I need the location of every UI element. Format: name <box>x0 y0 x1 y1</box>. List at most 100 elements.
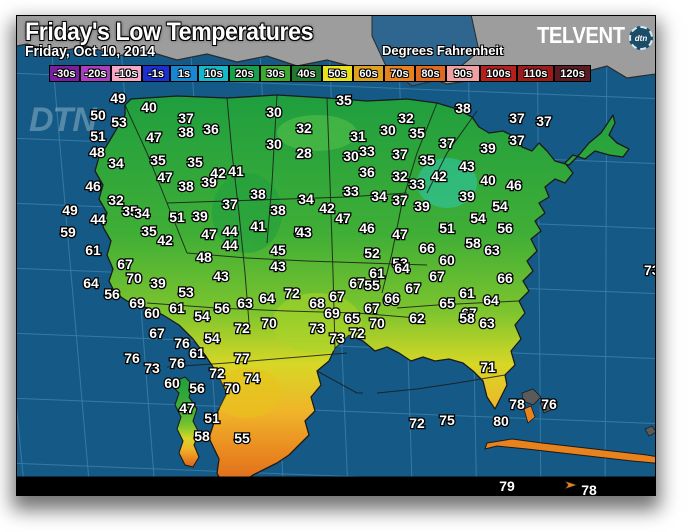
svg-text:66: 66 <box>419 240 435 256</box>
svg-text:60: 60 <box>144 305 160 321</box>
svg-text:64: 64 <box>259 290 275 306</box>
svg-text:77: 77 <box>234 350 250 366</box>
svg-text:35: 35 <box>187 154 203 170</box>
svg-text:80: 80 <box>493 413 509 429</box>
svg-text:61: 61 <box>85 242 101 258</box>
svg-text:73: 73 <box>309 320 325 336</box>
svg-text:34: 34 <box>134 205 150 221</box>
svg-text:69: 69 <box>129 295 145 311</box>
svg-text:63: 63 <box>237 295 253 311</box>
svg-text:47: 47 <box>392 226 408 242</box>
svg-text:67: 67 <box>149 325 165 341</box>
svg-text:53: 53 <box>178 284 194 300</box>
svg-text:35: 35 <box>336 92 352 108</box>
svg-text:53: 53 <box>111 114 127 130</box>
svg-text:43: 43 <box>213 268 229 284</box>
svg-text:58: 58 <box>194 428 210 444</box>
svg-text:39: 39 <box>192 208 208 224</box>
svg-text:39: 39 <box>150 275 166 291</box>
svg-text:56: 56 <box>189 380 205 396</box>
svg-text:39: 39 <box>480 140 496 156</box>
svg-text:75: 75 <box>439 412 455 428</box>
svg-text:73: 73 <box>329 330 345 346</box>
svg-text:37: 37 <box>392 146 408 162</box>
svg-text:67: 67 <box>349 275 365 291</box>
svg-text:76: 76 <box>541 396 557 412</box>
svg-text:54: 54 <box>194 308 210 324</box>
svg-text:60: 60 <box>439 252 455 268</box>
svg-text:51: 51 <box>204 410 220 426</box>
svg-text:42: 42 <box>157 232 173 248</box>
svg-text:30: 30 <box>266 136 282 152</box>
svg-text:56: 56 <box>497 220 513 236</box>
svg-text:71: 71 <box>480 359 496 375</box>
svg-text:32: 32 <box>398 110 414 126</box>
svg-text:41: 41 <box>250 218 266 234</box>
svg-text:56: 56 <box>104 286 120 302</box>
svg-text:67: 67 <box>405 280 421 296</box>
svg-text:65: 65 <box>344 310 360 326</box>
svg-text:32: 32 <box>392 168 408 184</box>
svg-text:47: 47 <box>157 169 173 185</box>
svg-text:43: 43 <box>296 224 312 240</box>
svg-text:41: 41 <box>228 163 244 179</box>
svg-text:35: 35 <box>409 125 425 141</box>
svg-text:52: 52 <box>364 245 380 261</box>
svg-text:37: 37 <box>536 113 552 129</box>
svg-text:31: 31 <box>350 128 366 144</box>
svg-text:49: 49 <box>62 202 78 218</box>
svg-text:65: 65 <box>439 295 455 311</box>
svg-text:43: 43 <box>270 258 286 274</box>
svg-text:40: 40 <box>141 99 157 115</box>
svg-text:54: 54 <box>470 210 486 226</box>
svg-text:49: 49 <box>110 90 126 106</box>
svg-text:76: 76 <box>169 355 185 371</box>
svg-text:70: 70 <box>261 315 277 331</box>
svg-text:46: 46 <box>359 220 375 236</box>
svg-text:37: 37 <box>509 132 525 148</box>
svg-text:34: 34 <box>371 188 387 204</box>
svg-text:35: 35 <box>141 223 157 239</box>
svg-text:30: 30 <box>380 122 396 138</box>
svg-text:39: 39 <box>414 198 430 214</box>
svg-text:72: 72 <box>234 320 250 336</box>
svg-text:64: 64 <box>483 292 499 308</box>
svg-text:79: 79 <box>499 478 515 494</box>
svg-text:36: 36 <box>203 121 219 137</box>
svg-text:69: 69 <box>324 305 340 321</box>
svg-text:47: 47 <box>179 400 195 416</box>
svg-text:35: 35 <box>150 152 166 168</box>
svg-text:54: 54 <box>204 330 220 346</box>
svg-text:42: 42 <box>431 168 447 184</box>
svg-text:61: 61 <box>369 265 385 281</box>
svg-text:48: 48 <box>89 144 105 160</box>
svg-text:47: 47 <box>201 226 217 242</box>
svg-text:30: 30 <box>343 148 359 164</box>
svg-text:37: 37 <box>392 192 408 208</box>
svg-text:46: 46 <box>85 178 101 194</box>
svg-text:44: 44 <box>222 237 238 253</box>
svg-text:DTN: DTN <box>29 101 98 139</box>
svg-text:78: 78 <box>509 396 525 412</box>
svg-text:66: 66 <box>384 290 400 306</box>
svg-text:58: 58 <box>465 235 481 251</box>
svg-text:68: 68 <box>309 295 325 311</box>
svg-text:45: 45 <box>270 242 286 258</box>
svg-text:42: 42 <box>210 165 226 181</box>
svg-text:78: 78 <box>581 482 597 496</box>
svg-text:70: 70 <box>126 270 142 286</box>
svg-text:61: 61 <box>169 300 185 316</box>
svg-text:37: 37 <box>509 110 525 126</box>
svg-text:76: 76 <box>174 335 190 351</box>
svg-text:54: 54 <box>492 198 508 214</box>
svg-text:73: 73 <box>644 262 656 278</box>
svg-text:38: 38 <box>178 124 194 140</box>
svg-text:56: 56 <box>214 300 230 316</box>
svg-text:35: 35 <box>419 152 435 168</box>
svg-text:61: 61 <box>459 285 475 301</box>
svg-text:72: 72 <box>209 365 225 381</box>
svg-text:55: 55 <box>234 430 250 446</box>
svg-text:72: 72 <box>409 415 425 431</box>
svg-text:34: 34 <box>108 155 124 171</box>
svg-text:48: 48 <box>196 249 212 265</box>
